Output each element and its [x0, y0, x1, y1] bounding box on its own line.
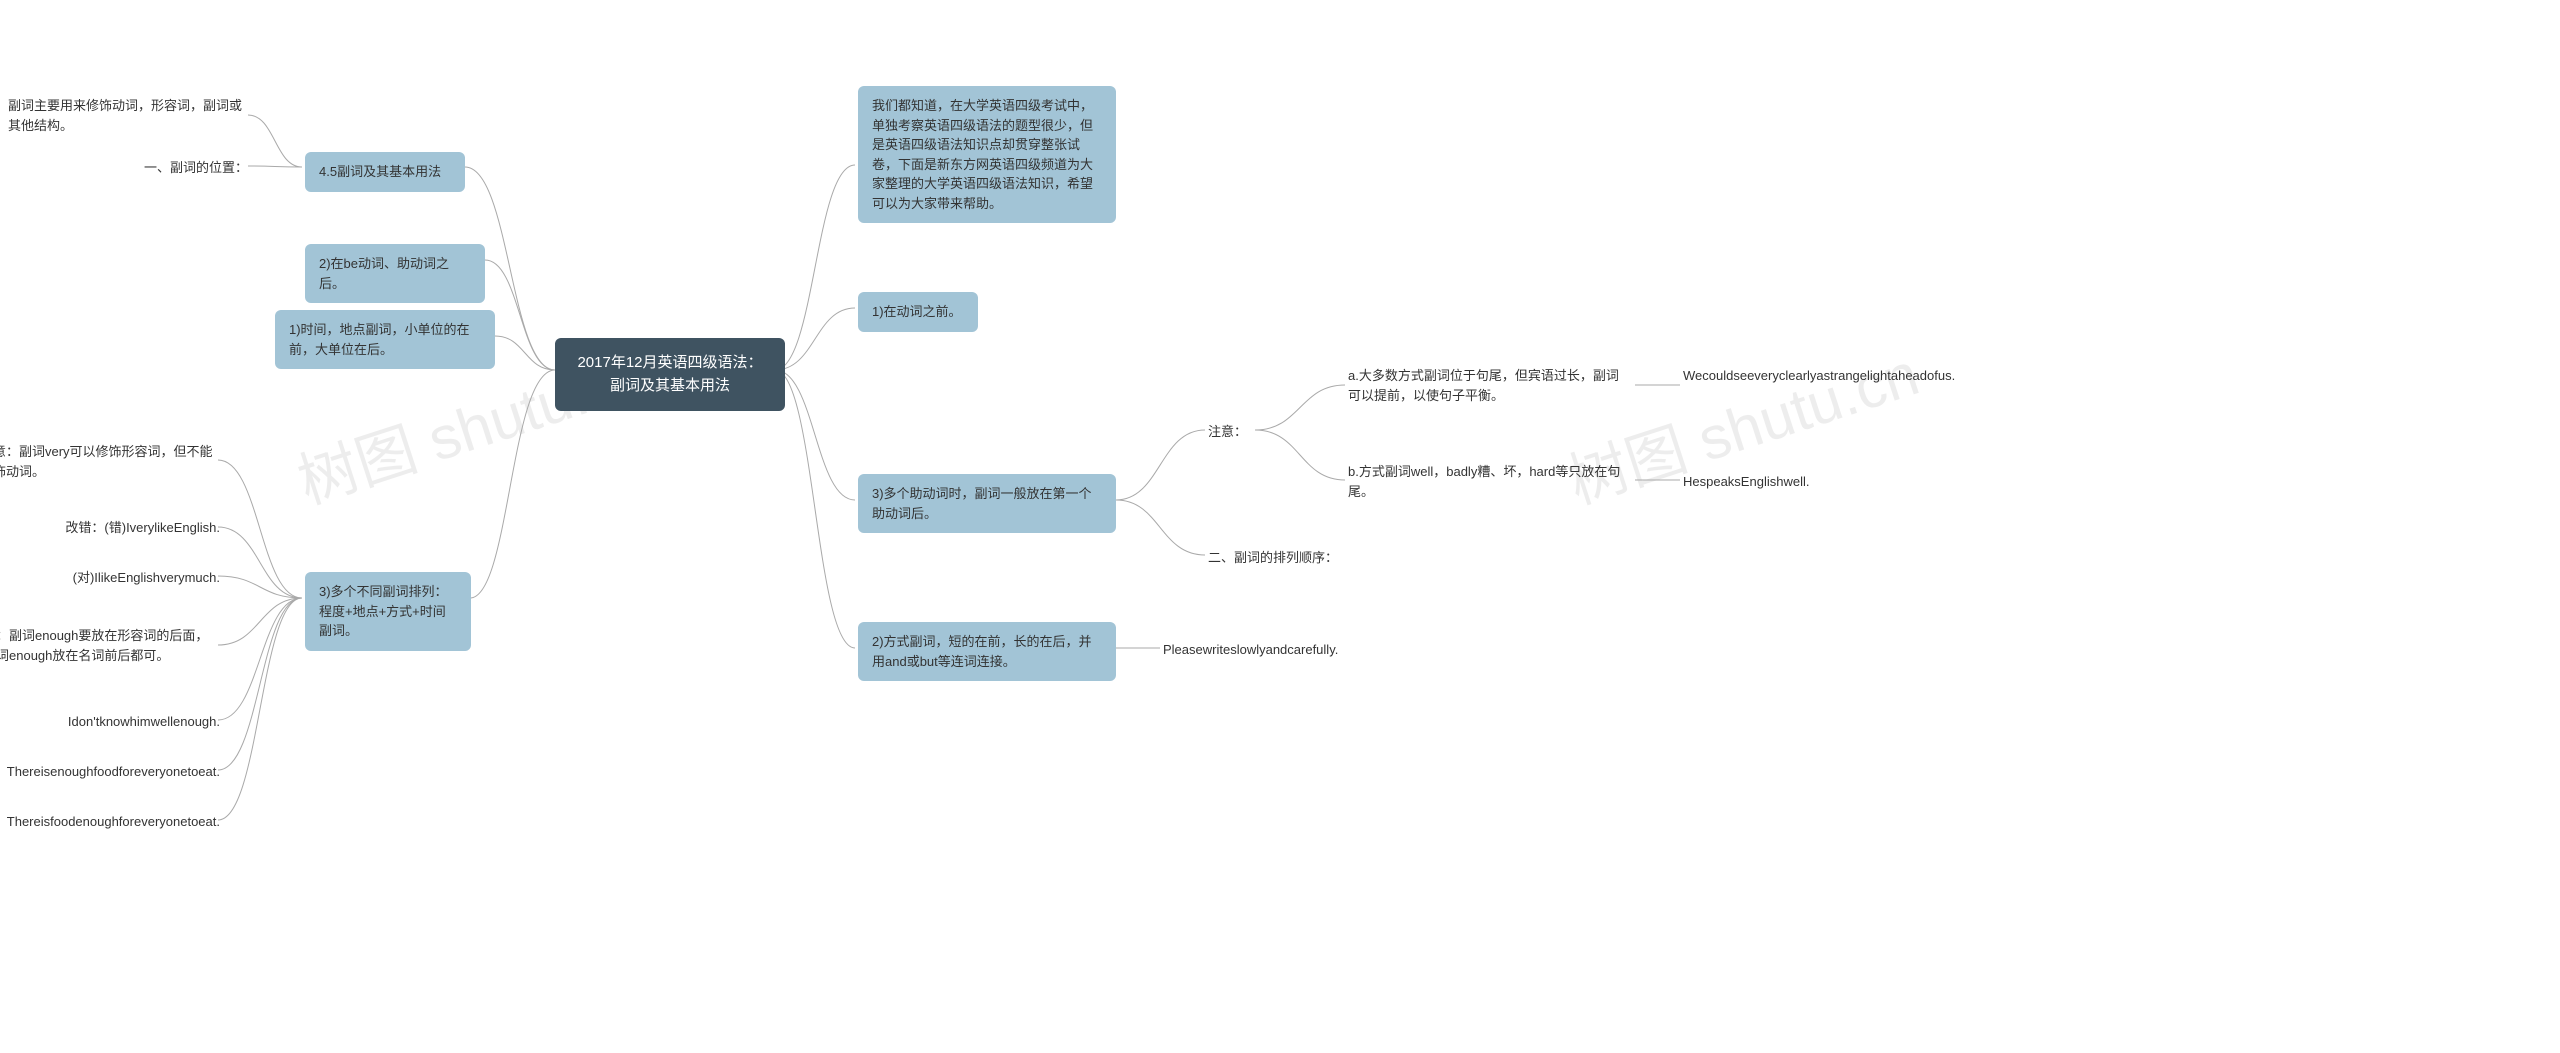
right-n3-a: a.大多数方式副词位于句尾，但宾语过长，副词可以提前，以使句子平衡。 [1348, 366, 1628, 405]
left-n1-c1: 副词主要用来修饰动词，形容词，副词或其他结构。 [8, 96, 248, 135]
right-n4-ex: Pleasewriteslowlyandcarefully. [1163, 640, 1393, 660]
right-n3-note: 注意： [1208, 422, 1247, 442]
left-n4-c3: (对)IlikeEnglishverymuch. [50, 568, 220, 588]
right-n3-b: b.方式副词well，badly糟、坏，hard等只放在句尾。 [1348, 462, 1628, 501]
left-n4-c7: Thereisfoodenoughforeveryonetoeat. [0, 812, 220, 832]
right-node-1: 1)在动词之前。 [858, 292, 978, 332]
right-n3-order: 二、副词的排列顺序： [1208, 548, 1338, 568]
right-node-3: 3)多个助动词时，副词一般放在第一个助动词后。 [858, 474, 1116, 533]
left-node-3: 3)多个不同副词排列：程度+地点+方式+时间副词。 [305, 572, 471, 651]
left-n4-c4: 注意：副词enough要放在形容词的后面，形容词enough放在名词前后都可。 [0, 626, 220, 665]
right-n3-a-ex: Wecouldseeveryclearlyastrangelightaheado… [1683, 366, 1963, 386]
left-node-2: 2)在be动词、助动词之后。 [305, 244, 485, 303]
left-n4-c5: Idon'tknowhimwellenough. [30, 712, 220, 732]
left-n1-c2: 一、副词的位置： [128, 158, 248, 178]
left-node-4-5: 4.5副词及其基本用法 [305, 152, 465, 192]
center-node: 2017年12月英语四级语法：副词及其基本用法 [555, 338, 785, 411]
left-node-1: 1)时间，地点副词，小单位的在前，大单位在后。 [275, 310, 495, 369]
left-n4-c2: 改错：(错)IverylikeEnglish. [30, 518, 220, 538]
left-n4-c1: 注意：副词very可以修饰形容词，但不能修饰动词。 [0, 442, 220, 481]
left-n4-c6: Thereisenoughfoodforeveryonetoeat. [0, 762, 220, 782]
right-node-2: 2)方式副词，短的在前，长的在后，并用and或but等连词连接。 [858, 622, 1116, 681]
right-n3-b-ex: HespeaksEnglishwell. [1683, 472, 1883, 492]
right-node-intro: 我们都知道，在大学英语四级考试中，单独考察英语四级语法的题型很少，但是英语四级语… [858, 86, 1116, 223]
